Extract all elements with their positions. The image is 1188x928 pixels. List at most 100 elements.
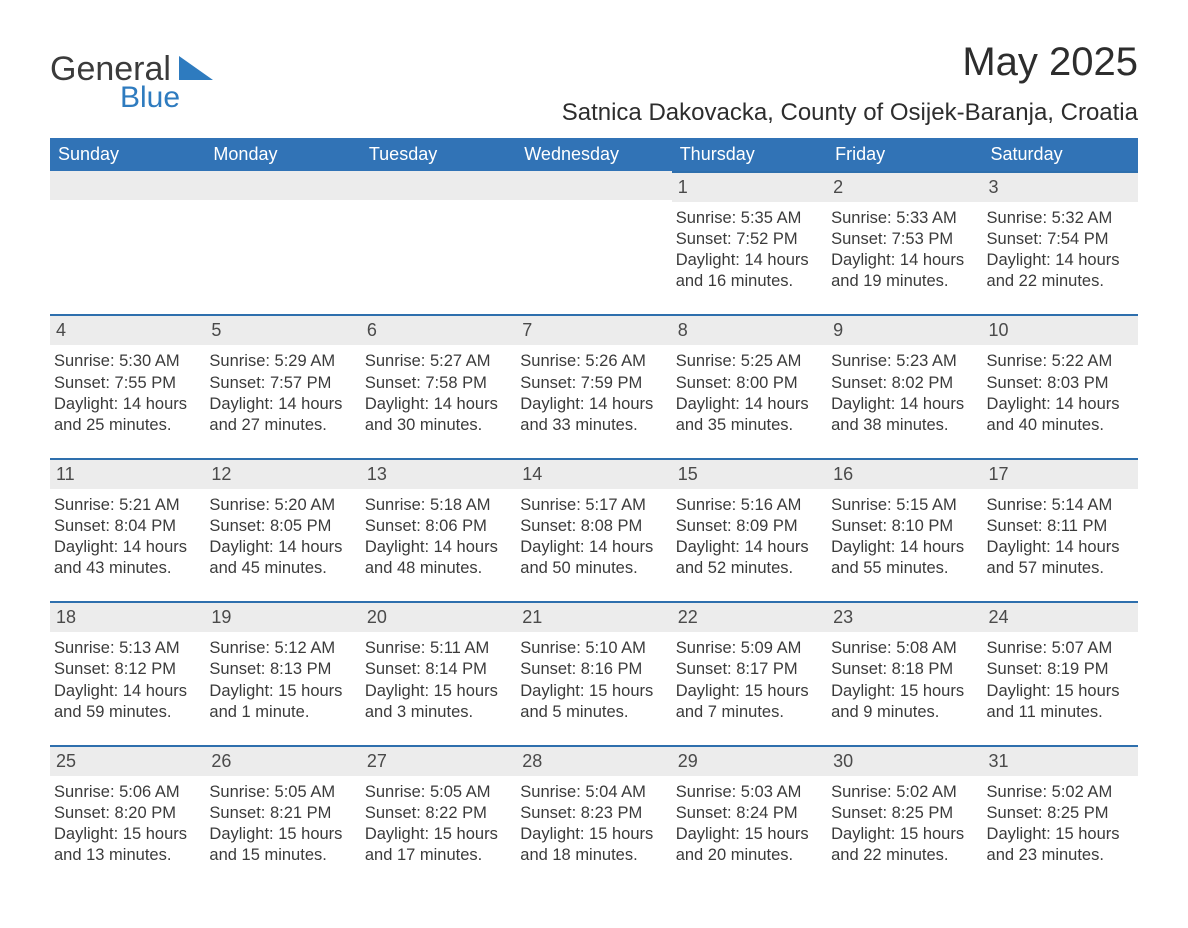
sunrise-text: Sunrise: 5:25 AM <box>676 351 823 372</box>
sunrise-text: Sunrise: 5:05 AM <box>209 782 356 803</box>
sunrise-text: Sunrise: 5:35 AM <box>676 208 823 229</box>
sunset-text: Sunset: 8:04 PM <box>54 516 201 537</box>
day-body: Sunrise: 5:02 AMSunset: 8:25 PMDaylight:… <box>983 776 1138 888</box>
sunrise-text: Sunrise: 5:23 AM <box>831 351 978 372</box>
sunset-text: Sunset: 8:03 PM <box>987 373 1134 394</box>
day-body: Sunrise: 5:32 AMSunset: 7:54 PMDaylight:… <box>983 202 1138 314</box>
sunset-text: Sunset: 8:00 PM <box>676 373 823 394</box>
calendar-day-cell: 8Sunrise: 5:25 AMSunset: 8:00 PMDaylight… <box>672 314 827 457</box>
daylight-text: Daylight: 14 hours and 30 minutes. <box>365 394 512 436</box>
day-number: 4 <box>50 314 205 345</box>
sunset-text: Sunset: 8:13 PM <box>209 659 356 680</box>
title-location: Satnica Dakovacka, County of Osijek-Bara… <box>562 99 1138 127</box>
daylight-text: Daylight: 14 hours and 33 minutes. <box>520 394 667 436</box>
weekday-header: Wednesday <box>516 138 671 171</box>
calendar-day-cell: 28Sunrise: 5:04 AMSunset: 8:23 PMDayligh… <box>516 745 671 888</box>
weekday-header: Tuesday <box>361 138 516 171</box>
sunset-text: Sunset: 7:55 PM <box>54 373 201 394</box>
sunrise-text: Sunrise: 5:14 AM <box>987 495 1134 516</box>
day-number: 23 <box>827 601 982 632</box>
daylight-text: Daylight: 14 hours and 27 minutes. <box>209 394 356 436</box>
sunrise-text: Sunrise: 5:26 AM <box>520 351 667 372</box>
weekday-header: Friday <box>827 138 982 171</box>
day-number: 11 <box>50 458 205 489</box>
sunrise-text: Sunrise: 5:06 AM <box>54 782 201 803</box>
calendar-week-row: 25Sunrise: 5:06 AMSunset: 8:20 PMDayligh… <box>50 745 1138 888</box>
sunset-text: Sunset: 8:02 PM <box>831 373 978 394</box>
sunrise-text: Sunrise: 5:05 AM <box>365 782 512 803</box>
day-number: 16 <box>827 458 982 489</box>
day-number: 9 <box>827 314 982 345</box>
day-body: Sunrise: 5:07 AMSunset: 8:19 PMDaylight:… <box>983 632 1138 744</box>
sunrise-text: Sunrise: 5:27 AM <box>365 351 512 372</box>
daylight-text: Daylight: 14 hours and 22 minutes. <box>987 250 1134 292</box>
day-number <box>50 171 205 200</box>
day-number: 3 <box>983 171 1138 202</box>
sunset-text: Sunset: 8:20 PM <box>54 803 201 824</box>
calendar-day-cell: 5Sunrise: 5:29 AMSunset: 7:57 PMDaylight… <box>205 314 360 457</box>
daylight-text: Daylight: 15 hours and 3 minutes. <box>365 681 512 723</box>
calendar-table: Sunday Monday Tuesday Wednesday Thursday… <box>50 138 1138 888</box>
calendar-day-cell: 23Sunrise: 5:08 AMSunset: 8:18 PMDayligh… <box>827 601 982 744</box>
day-body: Sunrise: 5:26 AMSunset: 7:59 PMDaylight:… <box>516 345 671 457</box>
day-number: 24 <box>983 601 1138 632</box>
daylight-text: Daylight: 15 hours and 18 minutes. <box>520 824 667 866</box>
sunrise-text: Sunrise: 5:02 AM <box>831 782 978 803</box>
weekday-header: Sunday <box>50 138 205 171</box>
sunset-text: Sunset: 8:19 PM <box>987 659 1134 680</box>
sunset-text: Sunset: 8:25 PM <box>987 803 1134 824</box>
calendar-day-cell: 21Sunrise: 5:10 AMSunset: 8:16 PMDayligh… <box>516 601 671 744</box>
calendar-week-row: 18Sunrise: 5:13 AMSunset: 8:12 PMDayligh… <box>50 601 1138 744</box>
day-number: 10 <box>983 314 1138 345</box>
day-body: Sunrise: 5:15 AMSunset: 8:10 PMDaylight:… <box>827 489 982 601</box>
day-number: 28 <box>516 745 671 776</box>
calendar-day-cell: 31Sunrise: 5:02 AMSunset: 8:25 PMDayligh… <box>983 745 1138 888</box>
logo: General Blue <box>50 50 213 115</box>
day-number <box>361 171 516 200</box>
day-body: Sunrise: 5:03 AMSunset: 8:24 PMDaylight:… <box>672 776 827 888</box>
sunset-text: Sunset: 8:06 PM <box>365 516 512 537</box>
day-number: 25 <box>50 745 205 776</box>
weekday-header: Monday <box>205 138 360 171</box>
daylight-text: Daylight: 14 hours and 55 minutes. <box>831 537 978 579</box>
day-body <box>516 200 671 308</box>
day-body: Sunrise: 5:05 AMSunset: 8:21 PMDaylight:… <box>205 776 360 888</box>
daylight-text: Daylight: 14 hours and 52 minutes. <box>676 537 823 579</box>
day-number: 7 <box>516 314 671 345</box>
sunrise-text: Sunrise: 5:08 AM <box>831 638 978 659</box>
daylight-text: Daylight: 15 hours and 9 minutes. <box>831 681 978 723</box>
calendar-day-cell: 19Sunrise: 5:12 AMSunset: 8:13 PMDayligh… <box>205 601 360 744</box>
sunrise-text: Sunrise: 5:04 AM <box>520 782 667 803</box>
day-number: 26 <box>205 745 360 776</box>
daylight-text: Daylight: 14 hours and 35 minutes. <box>676 394 823 436</box>
daylight-text: Daylight: 15 hours and 1 minute. <box>209 681 356 723</box>
day-number: 15 <box>672 458 827 489</box>
sunrise-text: Sunrise: 5:32 AM <box>987 208 1134 229</box>
sunset-text: Sunset: 7:57 PM <box>209 373 356 394</box>
sunrise-text: Sunrise: 5:18 AM <box>365 495 512 516</box>
calendar-day-cell: 18Sunrise: 5:13 AMSunset: 8:12 PMDayligh… <box>50 601 205 744</box>
sunset-text: Sunset: 8:12 PM <box>54 659 201 680</box>
calendar-day-cell <box>361 171 516 314</box>
sunrise-text: Sunrise: 5:20 AM <box>209 495 356 516</box>
day-number: 19 <box>205 601 360 632</box>
day-body: Sunrise: 5:22 AMSunset: 8:03 PMDaylight:… <box>983 345 1138 457</box>
header-block: General Blue May 2025 Satnica Dakovacka,… <box>50 40 1138 120</box>
calendar-day-cell: 11Sunrise: 5:21 AMSunset: 8:04 PMDayligh… <box>50 458 205 601</box>
calendar-day-cell <box>205 171 360 314</box>
day-number: 17 <box>983 458 1138 489</box>
calendar-day-cell: 3Sunrise: 5:32 AMSunset: 7:54 PMDaylight… <box>983 171 1138 314</box>
daylight-text: Daylight: 15 hours and 15 minutes. <box>209 824 356 866</box>
day-body: Sunrise: 5:06 AMSunset: 8:20 PMDaylight:… <box>50 776 205 888</box>
calendar-day-cell: 7Sunrise: 5:26 AMSunset: 7:59 PMDaylight… <box>516 314 671 457</box>
calendar-day-cell: 9Sunrise: 5:23 AMSunset: 8:02 PMDaylight… <box>827 314 982 457</box>
day-number: 21 <box>516 601 671 632</box>
day-body: Sunrise: 5:23 AMSunset: 8:02 PMDaylight:… <box>827 345 982 457</box>
day-number: 6 <box>361 314 516 345</box>
day-body: Sunrise: 5:29 AMSunset: 7:57 PMDaylight:… <box>205 345 360 457</box>
sunrise-text: Sunrise: 5:29 AM <box>209 351 356 372</box>
title-month-year: May 2025 <box>562 40 1138 85</box>
sunset-text: Sunset: 7:54 PM <box>987 229 1134 250</box>
sunset-text: Sunset: 8:09 PM <box>676 516 823 537</box>
sunrise-text: Sunrise: 5:22 AM <box>987 351 1134 372</box>
